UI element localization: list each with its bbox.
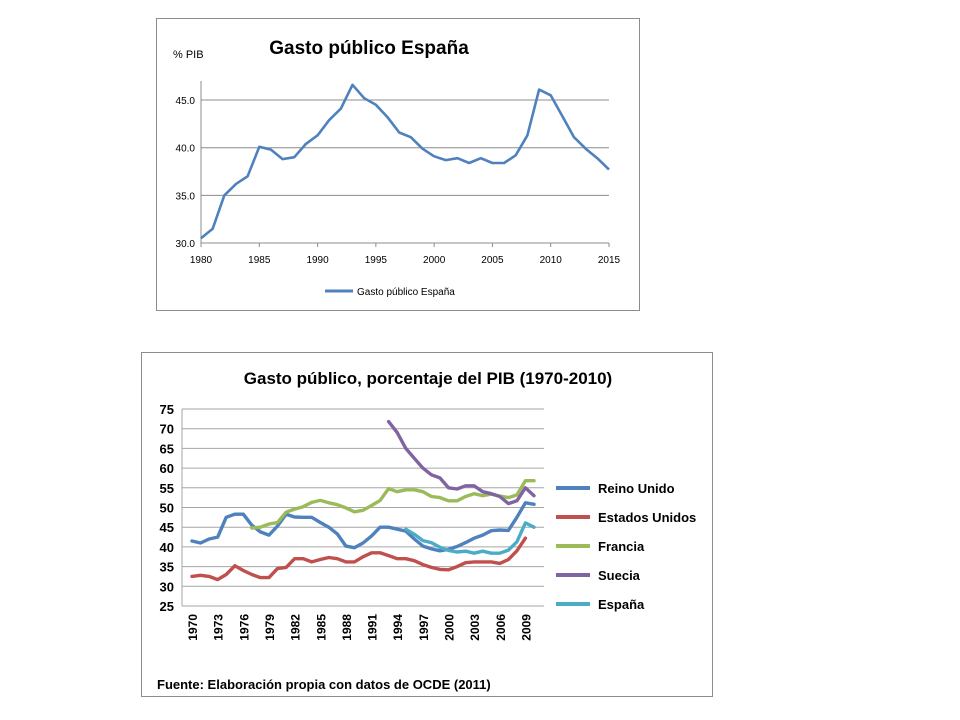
chart-2-x-tick-label: 1976	[237, 614, 251, 641]
chart-1-legend-label: Gasto público España	[357, 287, 455, 298]
chart-2-x-tick-label: 2009	[519, 614, 533, 641]
chart-2-y-tick-label: 25	[160, 599, 174, 614]
chart-1-y-axis-label: % PIB	[173, 49, 204, 61]
chart-2-legend-label: Estados Unidos	[598, 510, 696, 525]
chart-2-legend-label: Reino Unido	[598, 481, 675, 496]
chart-1-y-tick-label: 35.0	[176, 191, 196, 202]
chart-2-legend-label: Francia	[598, 539, 645, 554]
chart-2-x-tick-label: 1985	[314, 614, 328, 641]
chart-2-series-line	[404, 521, 536, 555]
chart-1-title: Gasto público España	[269, 38, 469, 59]
chart-2-series-line	[190, 536, 528, 582]
chart-2-y-tick-label: 35	[160, 560, 174, 575]
chart-1-series-line	[200, 83, 610, 240]
chart-2-y-tick-label: 30	[160, 579, 174, 594]
chart-2-y-tick-label: 50	[160, 501, 174, 516]
chart-2-x-tick-label: 2006	[494, 614, 508, 641]
chart-2-x-tick-label: 1973	[212, 614, 226, 641]
chart-1-x-tick-label: 2000	[423, 255, 446, 266]
chart-1-y-tick-label: 45.0	[176, 96, 196, 107]
chart-1-x-tick-label: 2010	[540, 255, 563, 266]
chart-2-series-line	[250, 478, 536, 530]
chart-2-x-tick-label: 1988	[340, 614, 354, 641]
chart-2-y-tick-label: 70	[160, 422, 174, 437]
chart-1-x-tick-label: 1995	[365, 255, 388, 266]
chart-2-x-tick-label: 1979	[263, 614, 277, 641]
chart-1-y-tick-label: 40.0	[176, 144, 196, 155]
chart-2-y-tick-label: 60	[160, 461, 174, 476]
chart-2-y-tick-label: 40	[160, 540, 174, 555]
chart-1-x-tick-label: 1990	[306, 255, 329, 266]
chart-gasto-publico-espana: Gasto público España % PIB 30.0 35.0 40.0 4…	[156, 18, 640, 311]
chart-2-series-line	[190, 501, 536, 553]
chart-2-series-line	[386, 419, 536, 506]
chart-2-x-tick-label: 1994	[391, 614, 405, 641]
chart-2-x-tick-label: 1991	[366, 614, 380, 641]
chart-2-y-tick-label: 55	[160, 481, 174, 496]
chart-2-x-tick-label: 2000	[443, 614, 457, 641]
chart-2-legend-label: España	[598, 597, 645, 612]
chart-2-x-tick-label: 1997	[417, 614, 431, 641]
chart-1-x-tick-label: 1985	[248, 255, 271, 266]
chart-2-svg: Gasto público, porcentaje del PIB (1970-…	[157, 369, 696, 692]
chart-2-legend-label: Suecia	[598, 568, 641, 583]
chart-2-x-tick-label: 1970	[186, 614, 200, 641]
chart-1-x-tick-label: 1980	[190, 255, 213, 266]
chart-1-svg: Gasto público España % PIB 30.0 35.0 40.0 4…	[173, 38, 621, 298]
chart-2-x-tick-label: 2003	[468, 614, 482, 641]
chart-2-y-tick-label: 65	[160, 441, 174, 456]
chart-1-x-tick-label: 2015	[598, 255, 621, 266]
chart-gasto-publico-porcentaje-pib: Gasto público, porcentaje del PIB (1970-…	[141, 352, 713, 697]
chart-2-title: Gasto público, porcentaje del PIB (1970-…	[244, 369, 612, 388]
chart-2-x-tick-label: 1982	[289, 614, 303, 641]
chart-2-y-tick-label: 45	[160, 520, 174, 535]
chart-2-y-tick-label: 75	[160, 402, 174, 417]
chart-2-source-note: Fuente: Elaboración propia con datos de …	[157, 677, 491, 692]
chart-1-y-tick-label: 30.0	[176, 239, 196, 250]
chart-1-x-tick-label: 2005	[481, 255, 504, 266]
